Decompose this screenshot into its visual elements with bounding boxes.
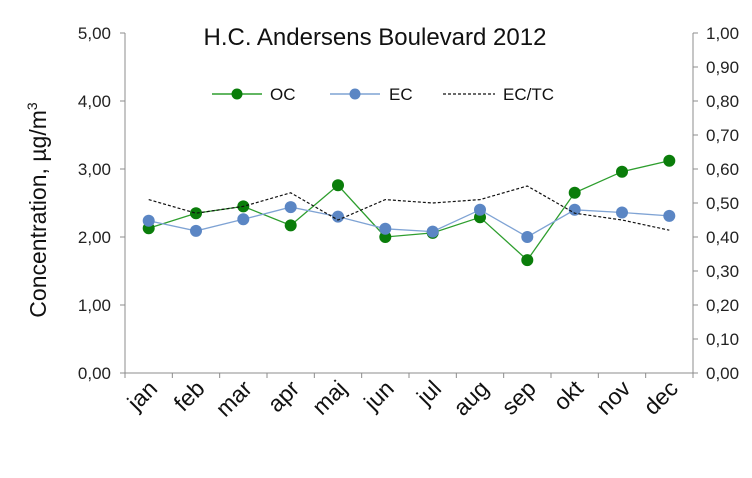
right-tick-label: 0,60 <box>706 160 739 179</box>
series-ec-point <box>332 210 344 223</box>
series-ec-line <box>148 206 670 238</box>
legend-ec-label: EC <box>389 85 413 104</box>
right-tick-label: 0,30 <box>706 262 739 281</box>
series-oc-point <box>568 186 581 199</box>
legend: OC EC EC/TC <box>212 85 554 104</box>
legend-oc-marker <box>231 88 243 100</box>
right-tick-label: 0,90 <box>706 58 739 77</box>
series-oc-point <box>379 231 392 243</box>
legend-oc-label: OC <box>270 85 296 104</box>
right-tick-label: 0,20 <box>706 296 739 315</box>
right-axis-ticks: 0,00 0,10 0,20 0,30 0,40 0,50 0,60 0,70 0,80 0,90… <box>693 24 739 383</box>
right-tick-label: 0,40 <box>706 228 739 247</box>
left-tick-label: 3,00 <box>78 160 111 179</box>
right-tick-label: 0,10 <box>706 330 739 349</box>
left-tick-label: 2,00 <box>78 228 111 247</box>
series-oc-point <box>284 219 297 232</box>
y-axis-title-text: Concentration, µg/m <box>25 110 51 318</box>
legend-item-oc: OC <box>212 85 296 104</box>
series-ec-point <box>521 231 534 243</box>
series-oc-point <box>521 254 534 267</box>
series-oc-point <box>616 165 628 178</box>
series-ec-point <box>190 224 202 237</box>
right-tick-label: 0,50 <box>706 194 739 213</box>
series-ec-tc <box>148 185 670 231</box>
chart-title: H.C. Andersens Boulevard 2012 <box>204 24 547 51</box>
series-oc-point <box>332 179 344 192</box>
legend-item-ec: EC <box>330 85 413 104</box>
y-axis-title: Concentration, µg/m3 <box>24 102 51 318</box>
series-ec <box>142 201 676 243</box>
series-ec-point <box>284 201 297 214</box>
left-tick-label: 1,00 <box>78 296 111 315</box>
left-tick-label: 4,00 <box>78 92 111 111</box>
legend-ectc-label: EC/TC <box>503 85 554 104</box>
right-tick-label: 0,80 <box>706 92 739 111</box>
right-tick-label: 1,00 <box>706 24 739 43</box>
series-ec-point <box>426 225 439 238</box>
series-ec-point <box>568 203 581 216</box>
series-oc-point <box>190 207 202 220</box>
left-axis-ticks: 0,00 1,00 2,00 3,00 4,00 5,00 <box>78 24 125 383</box>
left-tick-label: 5,00 <box>78 24 111 43</box>
series-oc-line <box>148 160 670 262</box>
series-ec-point <box>237 213 250 226</box>
series-oc-point <box>663 154 676 167</box>
series-ec-point <box>142 214 155 227</box>
left-tick-label: 0,00 <box>78 364 111 383</box>
series-layer <box>142 154 676 267</box>
legend-item-ectc: EC/TC <box>443 85 554 104</box>
legend-ec-marker <box>349 88 361 100</box>
y-axis-title-superscript: 3 <box>24 102 40 110</box>
series-ec-tc-line <box>148 185 670 231</box>
series-ec-point <box>663 209 676 222</box>
series-ec-point <box>616 206 628 219</box>
right-tick-label: 0,70 <box>706 126 739 145</box>
series-ec-point <box>474 203 486 216</box>
series-ec-point <box>379 222 392 235</box>
right-tick-label: 0,00 <box>706 364 739 383</box>
